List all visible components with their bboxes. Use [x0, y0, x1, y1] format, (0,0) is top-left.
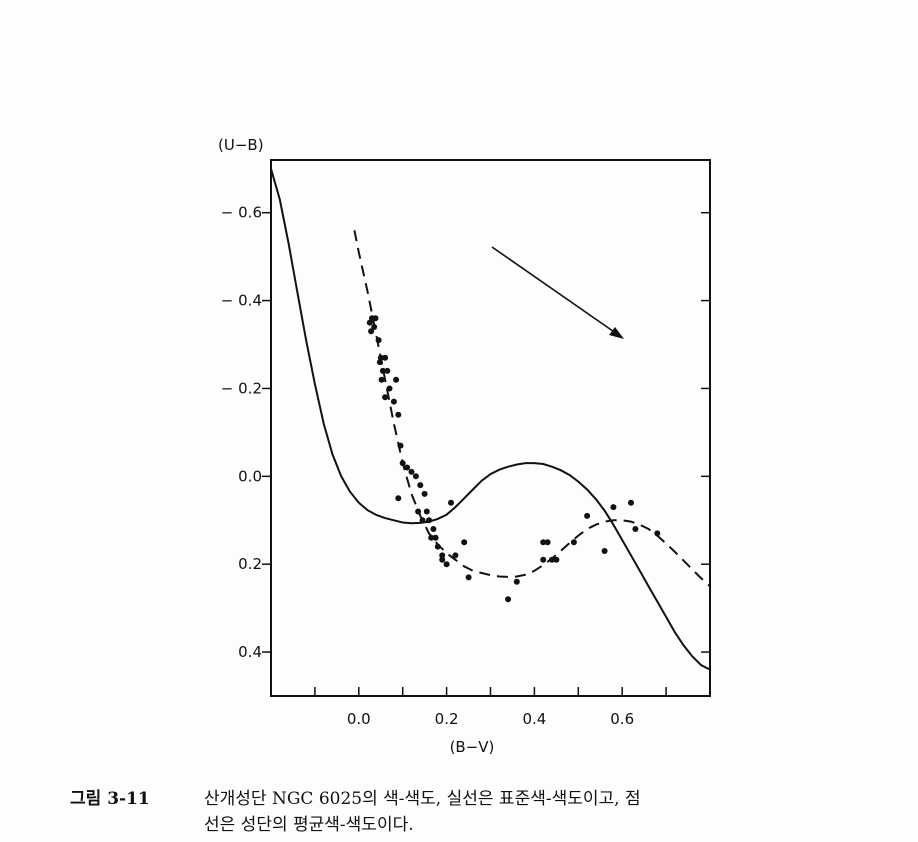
- star-data-point: [553, 556, 560, 563]
- star-data-point: [408, 468, 415, 475]
- star-data-point: [549, 556, 555, 563]
- star-data-point: [654, 530, 661, 537]
- star-data-point: [432, 534, 439, 541]
- star-data-point: [439, 556, 446, 563]
- y-tick-label: − 0.6: [221, 204, 262, 222]
- x-axis-ticks: 0.0 0.2 0.4 0.6: [314, 687, 667, 728]
- star-data-point: [434, 543, 441, 550]
- star-data-point: [421, 490, 428, 497]
- solid-standard-curve: [270, 168, 711, 671]
- x-tick-label: 0.0: [347, 710, 371, 728]
- star-data-point: [415, 508, 422, 515]
- star-data-point: [430, 526, 437, 532]
- star-data-point: [386, 385, 393, 392]
- star-data-point: [632, 526, 639, 532]
- star-data-point: [419, 517, 426, 524]
- star-data-point: [544, 539, 551, 546]
- star-data-point: [393, 376, 400, 383]
- star-data-point: [378, 376, 385, 383]
- caption-line-2: 선은 성단의 평균색-색도이다.: [204, 815, 414, 835]
- star-data-point: [371, 324, 378, 330]
- star-data-point: [372, 315, 379, 322]
- star-data-point: [368, 328, 375, 335]
- reddening-arrow: [491, 246, 621, 337]
- star-data-point: [375, 337, 382, 344]
- star-data-point: [384, 367, 391, 374]
- star-data-point: [423, 508, 430, 515]
- star-data-point: [540, 556, 547, 563]
- y-tick-label: 0.4: [238, 643, 262, 661]
- x-axis-title: (B−V): [450, 738, 495, 756]
- caption-label: 그림 3-11: [70, 789, 150, 809]
- star-data-point: [570, 539, 577, 546]
- x-tick-label: 0.6: [610, 710, 634, 728]
- star-data-point: [395, 411, 402, 418]
- star-data-point: [426, 517, 432, 524]
- star-data-point: [439, 552, 446, 559]
- star-data-point: [628, 499, 634, 506]
- star-data-point: [461, 539, 468, 546]
- star-data-point: [443, 561, 450, 568]
- reddening-arrow-head: [609, 327, 624, 339]
- star-data-point: [610, 504, 617, 511]
- star-data-point: [379, 367, 386, 374]
- figure-caption: 그림 3-11 산개성단 NGC 6025의 색-색도, 실선은 표준색-색도이고…: [70, 786, 890, 838]
- y-tick-label: 0.2: [238, 555, 262, 573]
- star-data-point: [390, 398, 397, 405]
- star-data-point: [584, 512, 591, 519]
- star-data-point: [417, 482, 424, 489]
- star-data-point: [540, 539, 547, 546]
- star-data-point: [452, 552, 459, 559]
- star-data-point: [404, 464, 411, 471]
- series-layer: [270, 168, 711, 671]
- y-axis-title: (U−B): [218, 136, 264, 154]
- star-data-point: [399, 460, 406, 467]
- star-data-point: [428, 534, 435, 541]
- star-data-point: [397, 442, 404, 449]
- star-data-point: [382, 394, 389, 401]
- star-data-point: [395, 495, 402, 502]
- star-data-point: [448, 499, 454, 506]
- star-data-point: [601, 548, 608, 554]
- star-data-point: [376, 359, 383, 366]
- y-tick-label: 0.0: [238, 467, 262, 485]
- star-data-point: [412, 473, 419, 480]
- star-data-point: [382, 354, 389, 361]
- x-tick-label: 0.4: [522, 710, 546, 728]
- plot-frame: [270, 159, 711, 697]
- star-data-point: [513, 578, 520, 585]
- dashed-mean-curve: [353, 230, 711, 587]
- y-tick-label: − 0.2: [221, 379, 262, 397]
- y-axis-ticks: − 0.6 − 0.4 − 0.2 0.0 0.2 0.4: [221, 204, 710, 661]
- star-data-point: [505, 596, 512, 603]
- x-tick-label: 0.2: [435, 710, 459, 728]
- caption-line-1: 산개성단 NGC 6025의 색-색도, 실선은 표준색-색도이고, 점: [204, 789, 641, 809]
- y-tick-label: − 0.4: [221, 292, 262, 310]
- star-data-point: [465, 574, 472, 581]
